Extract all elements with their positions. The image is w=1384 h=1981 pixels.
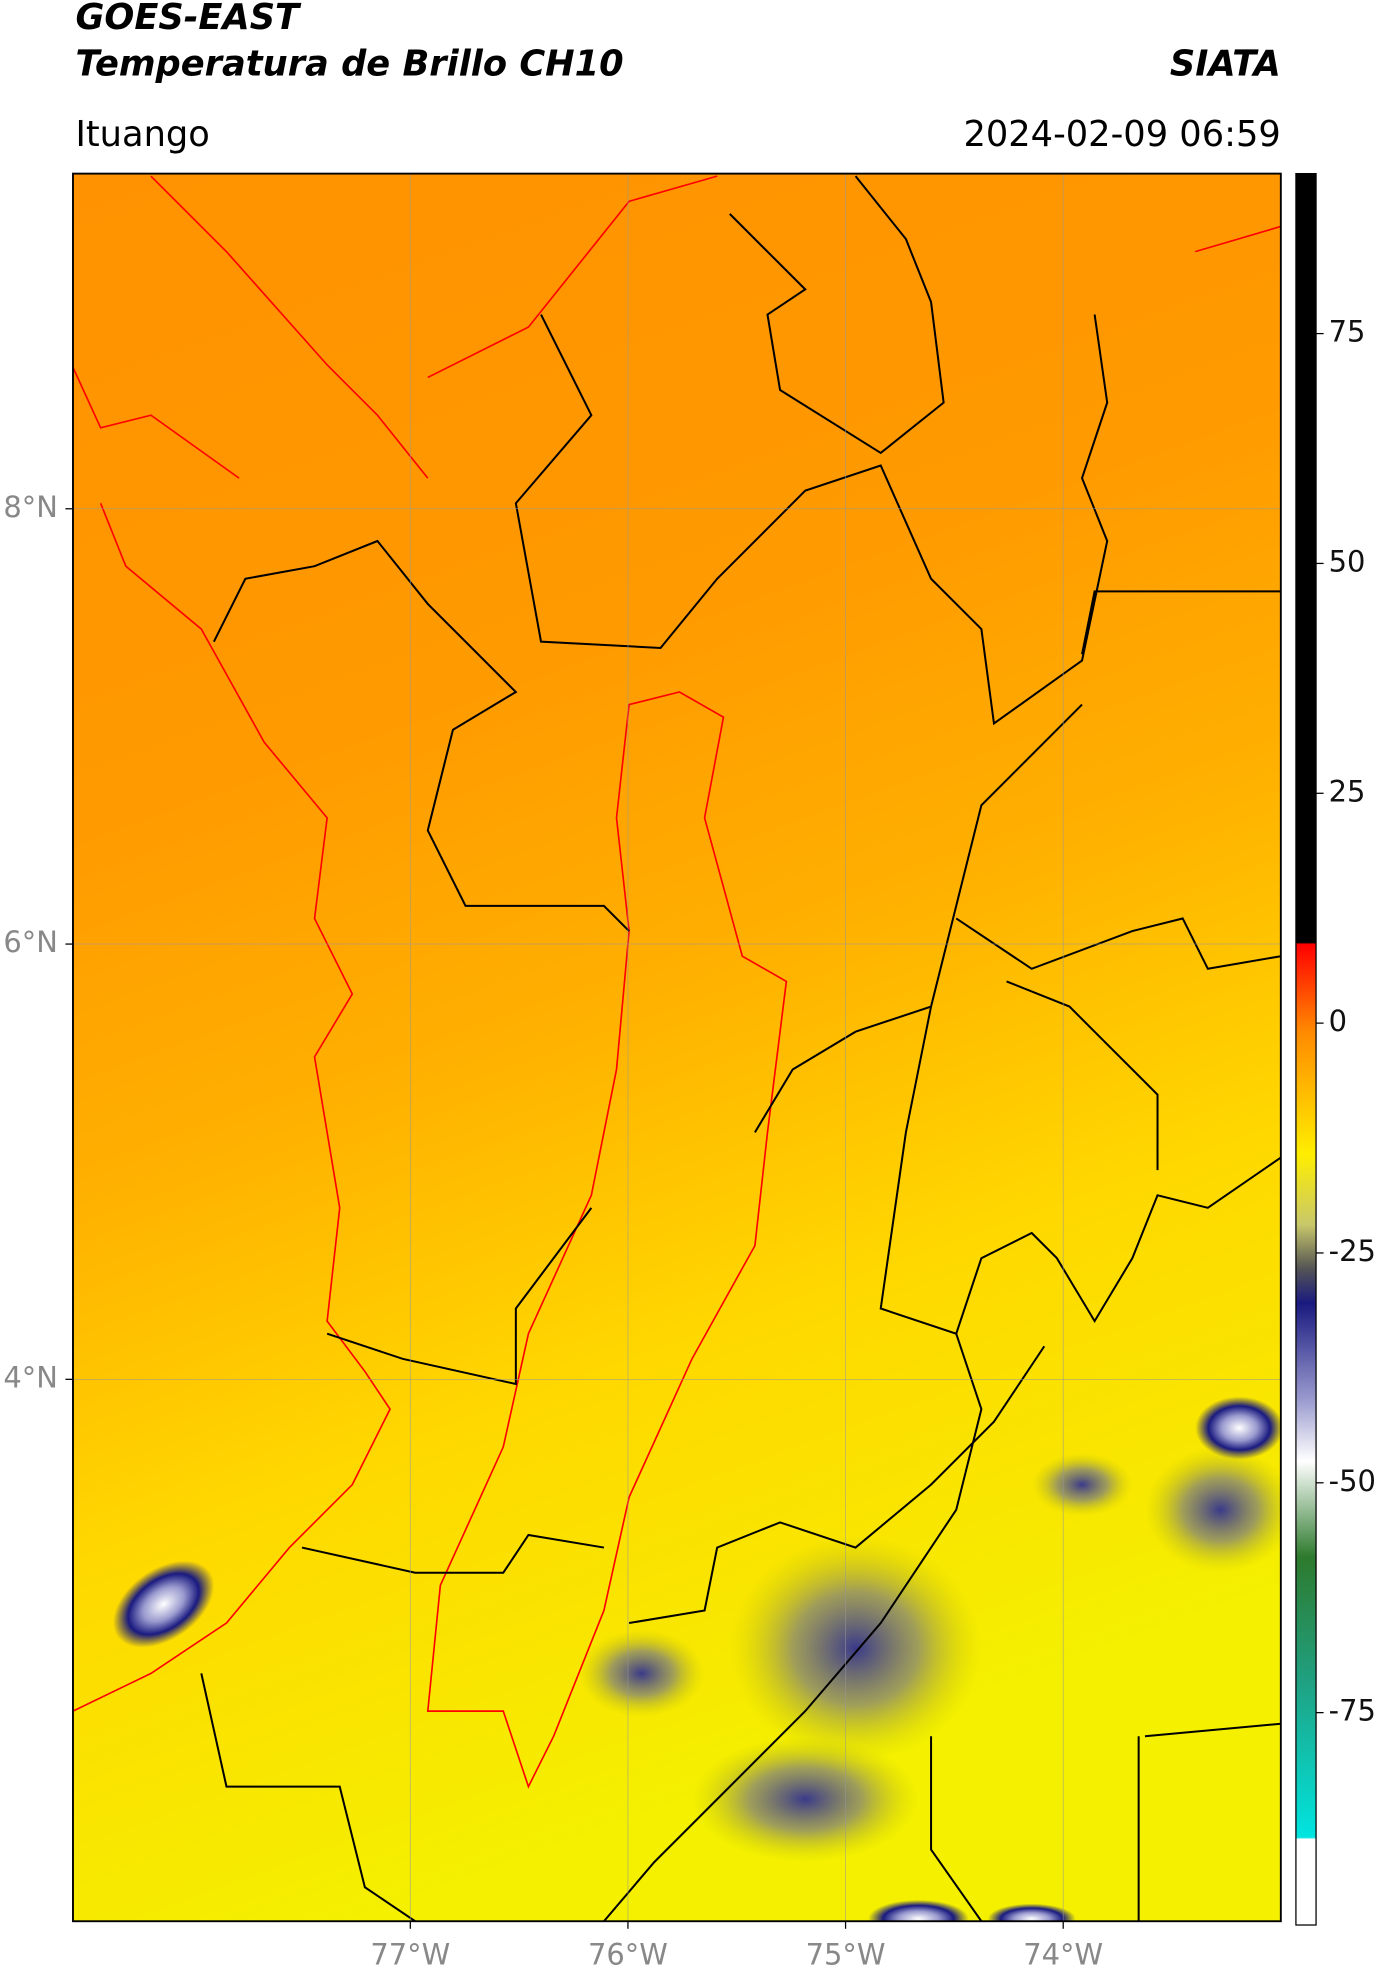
colorbar (1295, 172, 1317, 1926)
colorbar-tick-label: 0 (1329, 1004, 1347, 1038)
x-tick-label: 76°W (588, 1937, 668, 1971)
colorbar-tick-label: 25 (1329, 774, 1366, 808)
subtitle: Temperatura de Brillo CH10 (75, 43, 623, 84)
map-frame (72, 172, 1282, 1923)
x-tick-label: 74°W (1023, 1937, 1103, 1971)
x-tick-label: 75°W (806, 1937, 886, 1971)
datetime: 2024-02-09 06:59 (963, 114, 1280, 155)
colorbar-tick-label: 50 (1329, 544, 1366, 578)
y-tick-label: 4°N (3, 1360, 58, 1394)
region: Ituango (75, 114, 209, 155)
y-tick-label: 8°N (3, 490, 58, 524)
x-tick-label: 77°W (370, 1937, 450, 1971)
colorbar-tick-label: -75 (1329, 1694, 1376, 1728)
colorbar-tick-label: -50 (1329, 1464, 1376, 1498)
source: SIATA (1170, 43, 1281, 84)
title: GOES-EAST (75, 0, 302, 38)
colorbar-tick-label: 75 (1329, 315, 1366, 349)
colorbar-tick-label: -25 (1329, 1234, 1376, 1268)
map (72, 173, 1281, 1922)
y-tick-label: 6°N (3, 925, 58, 959)
